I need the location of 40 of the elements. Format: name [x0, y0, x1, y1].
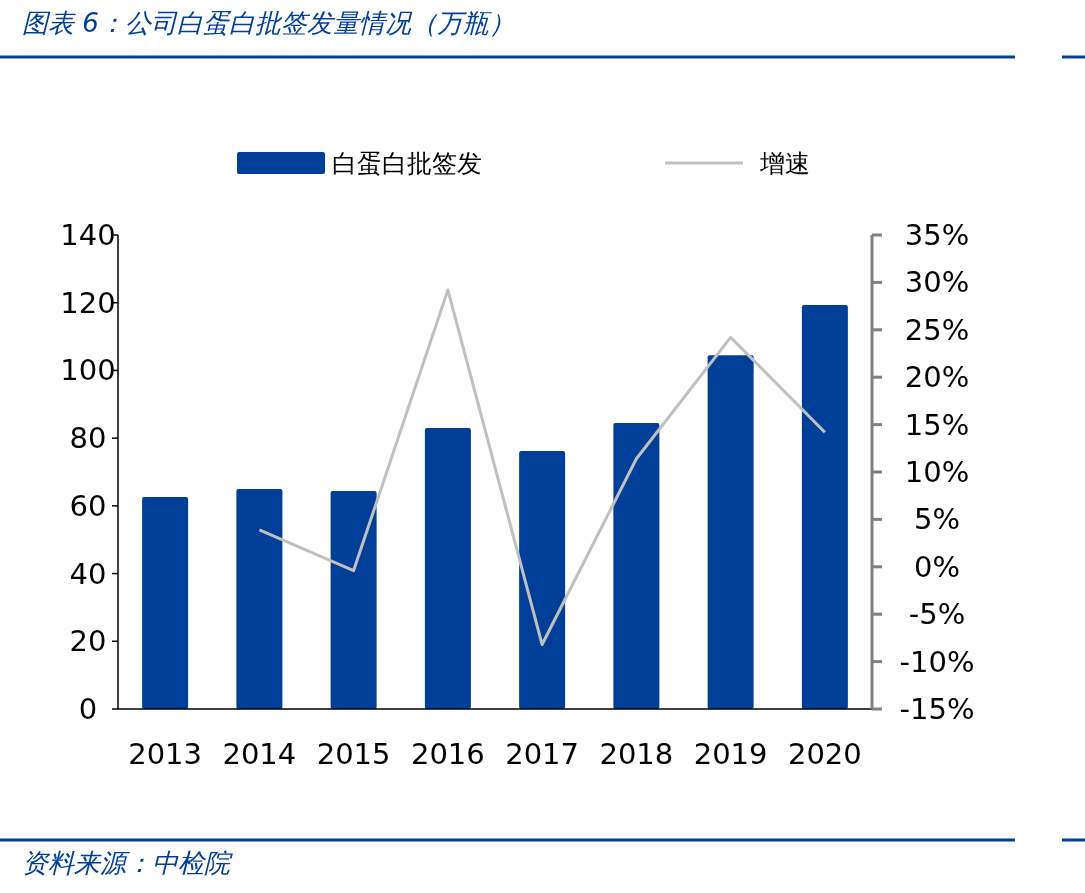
y-tick-label: 20	[69, 624, 107, 659]
bar	[519, 451, 566, 709]
bar	[707, 355, 754, 709]
y-tick-label: 100	[60, 353, 116, 388]
x-tick-label: 2013	[128, 737, 203, 771]
text: 资料来源：中检院	[22, 848, 233, 878]
y-tick-label: 120	[60, 285, 116, 320]
x-tick-label: 2014	[222, 737, 297, 771]
x-tick-label: 2020	[787, 737, 862, 771]
y2-tick-label: -5%	[908, 597, 966, 632]
y2-tick-label: 20%	[904, 360, 970, 395]
y2-tick-label: 10%	[904, 455, 970, 489]
y2-tick-label: 5%	[913, 502, 961, 537]
legend-label: 增速	[759, 149, 810, 178]
bar	[424, 427, 471, 709]
legend-label: 白蛋白批签发	[332, 149, 482, 178]
y2-tick-label: 25%	[904, 312, 970, 347]
x-tick-label: 2018	[599, 737, 674, 771]
y-tick-label: 40	[69, 556, 107, 591]
y-tick-label: 0	[78, 692, 98, 726]
bar	[330, 490, 377, 709]
y2-tick-label: -15%	[899, 692, 975, 726]
x-tick-label: 2019	[693, 737, 768, 771]
bar	[613, 422, 660, 709]
x-tick-label: 2015	[316, 737, 391, 771]
x-tick-label: 2016	[410, 737, 485, 771]
y2-tick-label: 0%	[913, 549, 961, 584]
y2-tick-label: -10%	[899, 644, 975, 679]
y2-tick-label: 30%	[904, 265, 970, 300]
x-tick-label: 2017	[505, 737, 580, 771]
bar	[142, 497, 189, 709]
bar	[801, 305, 848, 709]
y-tick-label: 60	[69, 488, 107, 523]
y2-tick-label: 15%	[904, 407, 970, 442]
y-tick-label: 140	[60, 218, 116, 252]
y2-tick-label: 35%	[904, 218, 970, 252]
chart-title: 图表 6：公司白蛋白批签发量情况（万瓶）	[22, 8, 515, 38]
bar	[236, 488, 283, 709]
y-tick-label: 80	[69, 421, 107, 456]
line-series	[257, 288, 827, 647]
